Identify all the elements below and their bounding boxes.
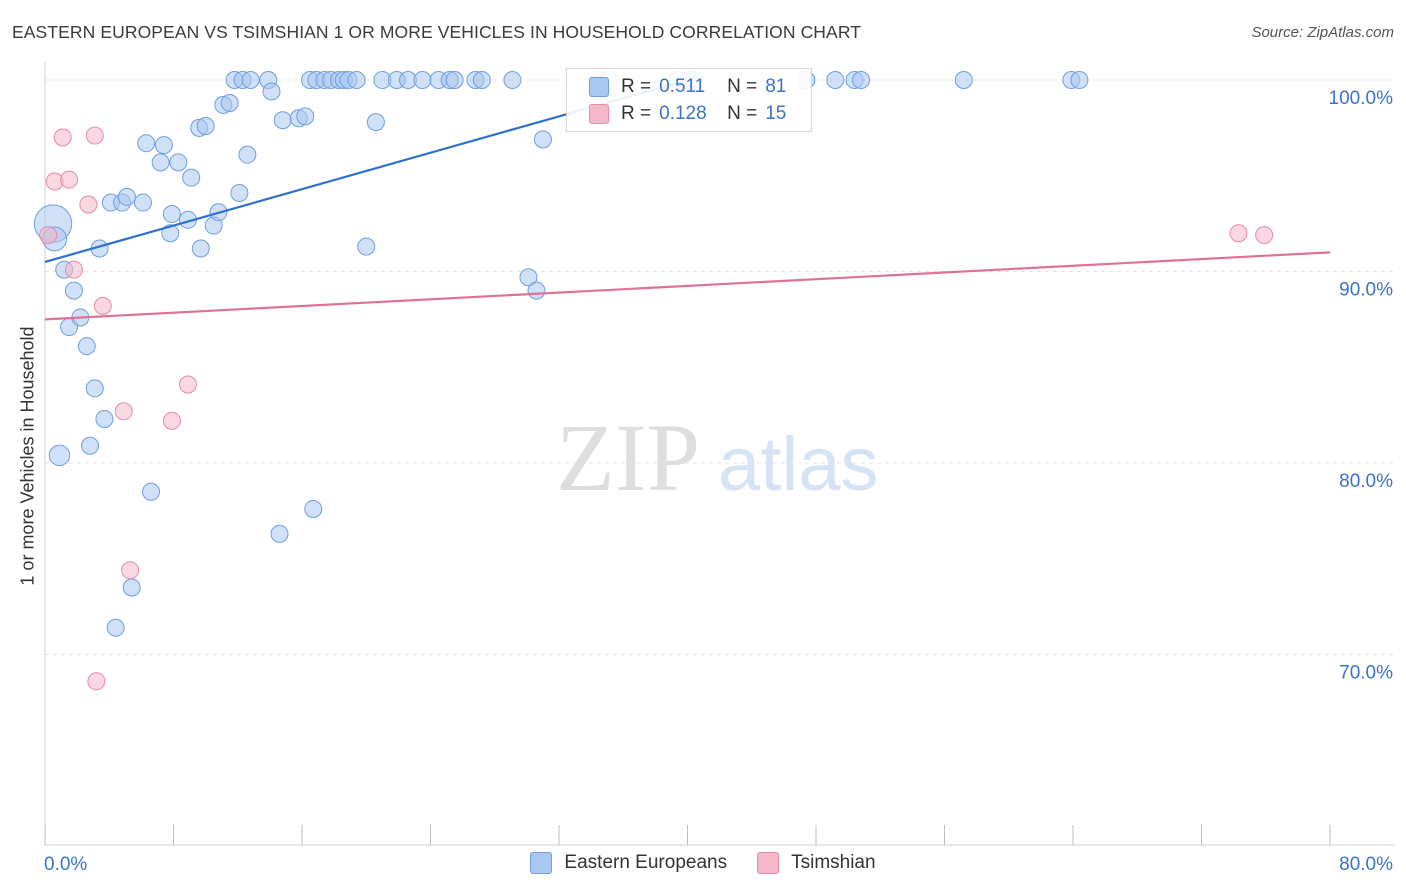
point-tsimshian [121, 561, 140, 580]
point-eastern-europeans [527, 281, 546, 300]
n-label: N = [727, 103, 758, 124]
point-tsimshian [114, 402, 133, 421]
point-eastern-europeans [851, 71, 870, 89]
point-eastern-europeans [954, 71, 973, 89]
legend-swatch-pink [589, 104, 609, 124]
watermark-atlas: atlas [718, 422, 879, 507]
point-eastern-europeans [95, 409, 114, 428]
legend-label: Eastern Europeans [564, 852, 728, 873]
point-eastern-europeans [80, 436, 99, 455]
point-tsimshian [85, 126, 104, 145]
point-eastern-europeans [533, 130, 552, 149]
point-eastern-europeans [826, 71, 845, 89]
x-tick-label: 0.0% [44, 854, 87, 875]
point-eastern-europeans [230, 183, 249, 202]
y-tick-label: 70.0% [1339, 663, 1393, 684]
point-tsimshian [178, 375, 197, 394]
point-tsimshian [162, 411, 181, 430]
y-tick-label: 100.0% [1329, 88, 1394, 109]
point-eastern-europeans [304, 499, 323, 518]
point-eastern-europeans [161, 224, 180, 243]
y-tick-label: 80.0% [1339, 471, 1393, 492]
legend-swatch-pink [757, 852, 780, 874]
point-eastern-europeans [413, 71, 432, 89]
point-eastern-europeans [220, 93, 239, 112]
point-eastern-europeans [133, 193, 152, 212]
point-eastern-europeans [48, 444, 71, 467]
point-eastern-europeans [357, 237, 376, 256]
axes [44, 62, 1395, 846]
point-eastern-europeans [503, 71, 522, 89]
n-label: N = [727, 76, 758, 97]
point-eastern-europeans [296, 107, 315, 126]
series-legend: Eastern Europeans Tsimshian [0, 852, 1406, 874]
point-eastern-europeans [241, 71, 260, 89]
point-eastern-europeans [85, 379, 104, 398]
legend-swatch-blue [530, 852, 553, 874]
point-eastern-europeans [117, 187, 136, 206]
trend-line-tsimshian [44, 251, 1331, 321]
point-eastern-europeans [262, 82, 281, 101]
tick-labels: 70.0% 80.0% 90.0% 100.0% 0.0% 80.0% [44, 88, 1393, 875]
point-eastern-europeans [106, 618, 125, 637]
legend-row-eastern-europeans: R = 0.511 N = 81 [589, 74, 786, 100]
point-tsimshian [1229, 224, 1248, 243]
point-eastern-europeans [191, 239, 210, 258]
grid-lines [45, 79, 1395, 655]
watermark-zip: ZIP [556, 404, 700, 511]
watermark: ZIP atlas [556, 404, 879, 511]
legend-swatch-blue [589, 77, 609, 97]
point-eastern-europeans [182, 168, 201, 187]
source-label: Source: ZipAtlas.com [1251, 24, 1394, 41]
point-eastern-europeans [1070, 71, 1089, 89]
n-value: 81 [765, 76, 787, 97]
point-eastern-europeans [154, 136, 173, 155]
point-eastern-europeans [366, 113, 385, 132]
point-eastern-europeans [196, 116, 215, 135]
legend-item-tsimshian[interactable]: Tsimshian [757, 852, 876, 874]
point-tsimshian [93, 296, 112, 315]
point-tsimshian [1255, 226, 1274, 245]
point-eastern-europeans [64, 281, 83, 300]
point-eastern-europeans [347, 71, 366, 89]
point-eastern-europeans [519, 268, 538, 287]
r-label: R = [621, 103, 652, 124]
x-tick-label: 80.0% [1339, 854, 1393, 875]
point-eastern-europeans [169, 153, 188, 172]
point-tsimshian [39, 226, 58, 245]
point-eastern-europeans [270, 524, 289, 543]
point-eastern-europeans [151, 153, 170, 172]
legend-label: Tsimshian [791, 852, 876, 873]
point-tsimshian [79, 195, 98, 214]
point-eastern-europeans [122, 578, 141, 597]
data-points [33, 71, 1274, 691]
n-value: 15 [765, 103, 787, 124]
r-value: 0.128 [659, 103, 707, 124]
point-eastern-europeans [472, 71, 491, 89]
point-eastern-europeans [162, 205, 181, 224]
point-eastern-europeans [137, 134, 156, 153]
point-eastern-europeans [238, 145, 257, 164]
point-tsimshian [60, 170, 79, 189]
point-eastern-europeans [445, 71, 464, 89]
y-tick-label: 90.0% [1339, 280, 1393, 301]
legend-row-tsimshian: R = 0.128 N = 15 [589, 101, 786, 127]
y-axis-label: 1 or more Vehicles in Household [17, 326, 38, 586]
legend-item-eastern-europeans[interactable]: Eastern Europeans [530, 852, 727, 874]
chart-title: EASTERN EUROPEAN VS TSIMSHIAN 1 OR MORE … [12, 22, 862, 42]
stats-legend: R = 0.511 N = 81 R = 0.128 N = 15 [566, 68, 812, 132]
point-tsimshian [87, 672, 106, 691]
r-label: R = [621, 76, 652, 97]
point-eastern-europeans [142, 482, 161, 501]
point-tsimshian [53, 128, 72, 147]
point-eastern-europeans [273, 111, 292, 130]
r-value: 0.511 [659, 76, 706, 97]
point-tsimshian [64, 260, 83, 279]
point-eastern-europeans [77, 337, 96, 356]
